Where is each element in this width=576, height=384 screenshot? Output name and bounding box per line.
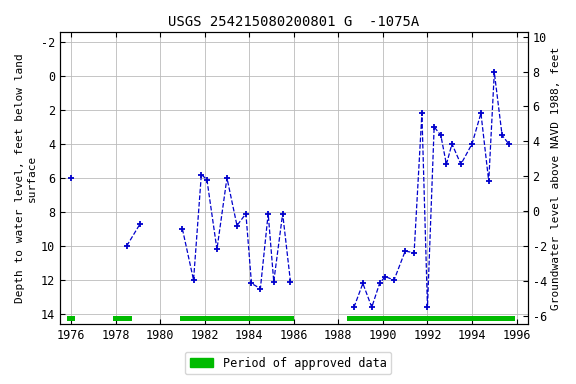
Bar [67,316,75,321]
Y-axis label: Groundwater level above NAVD 1988, feet: Groundwater level above NAVD 1988, feet [551,46,561,310]
Legend: Period of approved data: Period of approved data [185,352,391,374]
Title: USGS 254215080200801 G  -1075A: USGS 254215080200801 G -1075A [168,15,419,29]
Bar [113,316,132,321]
Bar [347,316,516,321]
Y-axis label: Depth to water level, feet below land
surface: Depth to water level, feet below land su… [15,53,37,303]
Bar [180,316,294,321]
